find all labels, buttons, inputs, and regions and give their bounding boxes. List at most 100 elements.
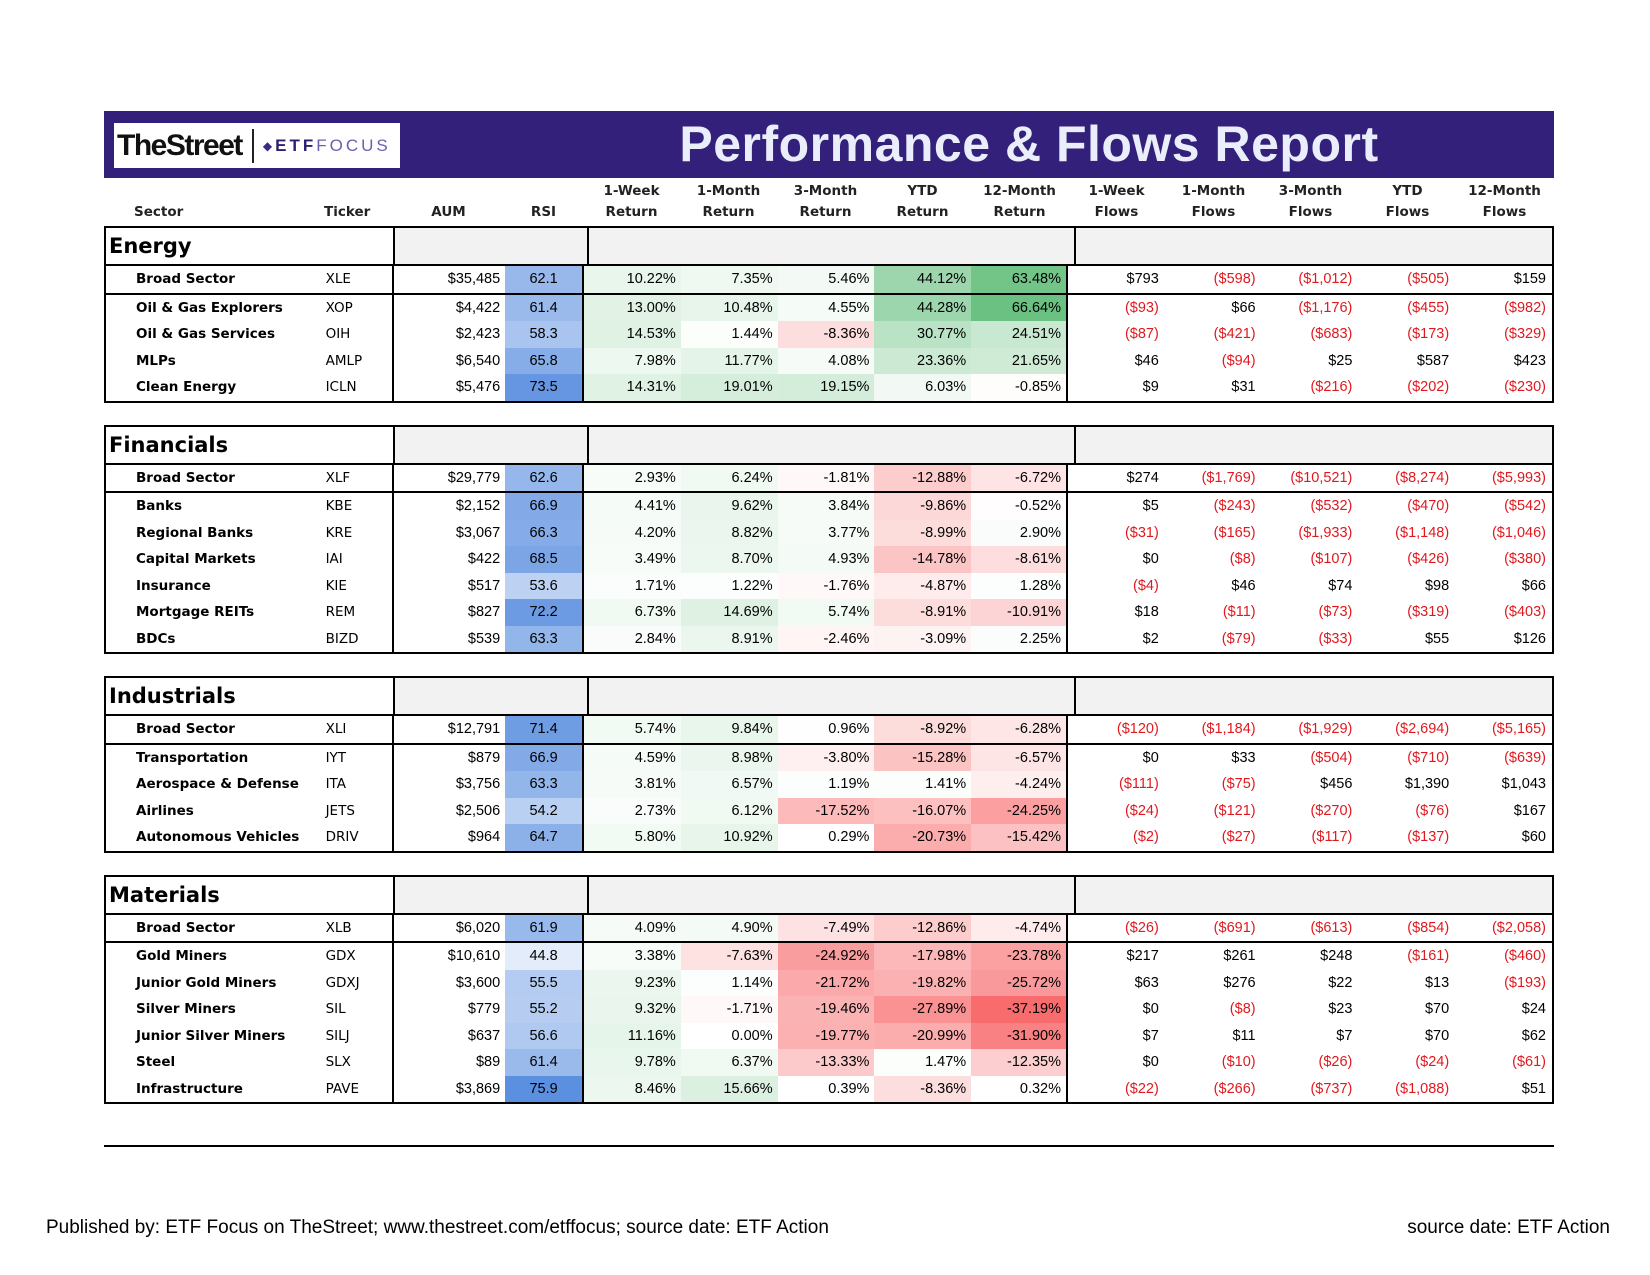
flow-value: ($121) — [1213, 802, 1256, 819]
return-value: 6.73% — [584, 599, 681, 626]
column-header-line2: AUM — [431, 204, 466, 220]
column-header-line2: Return — [993, 204, 1046, 220]
column-header-line2: Return — [896, 204, 949, 220]
flow-value: ($613) — [1310, 919, 1353, 936]
column-header-line2: Flows — [1288, 204, 1333, 220]
ticker: XOP — [326, 294, 395, 321]
return-value: 7.35% — [680, 266, 778, 293]
flow-value: $7 — [1142, 1027, 1159, 1044]
section-title: Industrials — [106, 678, 395, 714]
return-value: -13.33% — [777, 1049, 875, 1076]
ticker: GDXJ — [326, 969, 395, 996]
flow-value: ($2) — [1133, 829, 1159, 846]
return-value: -14.78% — [874, 546, 972, 573]
flow-value: $217 — [1126, 948, 1159, 965]
return-value: -8.36% — [874, 1075, 972, 1102]
column-header: Sector — [104, 181, 324, 223]
aum-value: $29,779 — [447, 469, 501, 486]
rsi-value: 62.1 — [505, 266, 585, 293]
sector-name: Airlines — [136, 802, 194, 819]
flow-value: ($470) — [1407, 498, 1450, 515]
column-header-line1: 1-Month — [696, 183, 761, 199]
flow-value: ($2,694) — [1395, 721, 1450, 738]
return-value: 6.03% — [874, 374, 972, 401]
flow-value: $0 — [1142, 749, 1159, 766]
section-header-fill — [1076, 876, 1552, 913]
rsi-value: 63.3 — [505, 771, 585, 798]
aum-value: $879 — [467, 749, 501, 766]
return-value: -16.07% — [874, 797, 972, 824]
return-value: 3.77% — [777, 519, 875, 546]
flow-value: $70 — [1424, 1001, 1450, 1018]
flow-value: ($8,274) — [1395, 469, 1450, 486]
aum-value: $422 — [467, 551, 501, 568]
return-value: -15.42% — [971, 824, 1068, 851]
flow-value: $276 — [1223, 974, 1256, 991]
return-value: 7.98% — [584, 347, 681, 374]
ticker: XLF — [326, 464, 395, 491]
ticker: REM — [326, 599, 395, 626]
flow-value: $23 — [1328, 1001, 1353, 1018]
ticker: XLE — [326, 266, 395, 293]
return-value: 0.00% — [680, 1022, 778, 1049]
return-value: 11.16% — [584, 1022, 681, 1049]
flow-value: ($161) — [1407, 948, 1450, 965]
flow-value: $261 — [1223, 948, 1256, 965]
aum-value: $10,610 — [447, 948, 501, 965]
column-header-line1: 3-Month — [1278, 183, 1343, 199]
ticker: IAI — [326, 546, 395, 573]
sector-section-financials: Financials Broad Sector XLF $29,779 62.6 2.93… — [104, 424, 1554, 654]
flow-value: ($2,058) — [1491, 919, 1546, 936]
return-value: 4.41% — [584, 493, 681, 520]
return-value: 1.14% — [680, 969, 778, 996]
flow-value: $24 — [1521, 1001, 1546, 1018]
sector-name: Broad Sector — [136, 721, 235, 738]
column-header-line1: 12-Month — [983, 183, 1056, 199]
section-header-fill — [395, 876, 589, 913]
ticker: SILJ — [326, 1022, 395, 1049]
return-value: 1.22% — [680, 572, 778, 599]
flow-value: ($1,046) — [1491, 524, 1546, 541]
flow-value: ($107) — [1310, 551, 1353, 568]
column-header-line1: YTD — [1392, 183, 1423, 199]
column-header-line1: 3-Month — [793, 183, 858, 199]
sector-section-materials: Materials Broad Sector XLB $6,020 61.9 4.09% 4… — [104, 874, 1554, 1104]
flow-value: ($504) — [1310, 749, 1353, 766]
flow-value: ($76) — [1415, 802, 1450, 819]
return-value: 1.44% — [680, 321, 778, 348]
return-value: 10.22% — [584, 266, 681, 293]
ticker: OIH — [326, 321, 395, 348]
return-value: 14.69% — [680, 599, 778, 626]
rsi-value: 55.2 — [505, 996, 585, 1023]
table-row: Gold Miners GDX $10,610 44.8 3.38% -7.63% -24.… — [106, 943, 1552, 970]
return-value: 2.90% — [971, 519, 1068, 546]
section-title: Materials — [106, 876, 395, 913]
table-row: Steel SLX $89 61.4 9.78% 6.37% -13.33% 1.47% -12… — [106, 1049, 1552, 1076]
return-value: 11.77% — [680, 347, 778, 374]
aum-value: $12,791 — [447, 721, 501, 738]
table-row: Autonomous Vehicles DRIV $964 64.7 5.80% 10.9… — [106, 824, 1552, 851]
table-row: Regional Banks KRE $3,067 66.3 4.20% 8.82% 3.7… — [106, 519, 1552, 546]
flow-value: $25 — [1328, 352, 1353, 369]
rsi-value: 66.9 — [505, 493, 585, 520]
flow-value: ($1,148) — [1395, 524, 1450, 541]
return-value: 30.77% — [874, 321, 972, 348]
flow-value: ($532) — [1310, 498, 1353, 515]
return-value: 3.84% — [777, 493, 875, 520]
flow-value: ($243) — [1213, 498, 1256, 515]
return-value: 5.74% — [584, 716, 681, 743]
return-value: -1.81% — [777, 464, 875, 491]
logo-etf: ETF — [275, 135, 317, 155]
section-header-fill — [395, 426, 589, 463]
aum-value: $4,422 — [455, 299, 501, 316]
return-value: -19.77% — [777, 1022, 875, 1049]
return-value: 3.38% — [584, 943, 681, 970]
return-value: 9.84% — [680, 716, 778, 743]
return-value: -4.24% — [971, 771, 1068, 798]
ticker: KBE — [326, 493, 395, 520]
column-header: 3-Month Flows — [1262, 181, 1359, 223]
return-value: -8.92% — [874, 716, 972, 743]
ticker: ITA — [326, 771, 395, 798]
return-value: 2.84% — [584, 625, 681, 652]
return-value: 4.93% — [777, 546, 875, 573]
